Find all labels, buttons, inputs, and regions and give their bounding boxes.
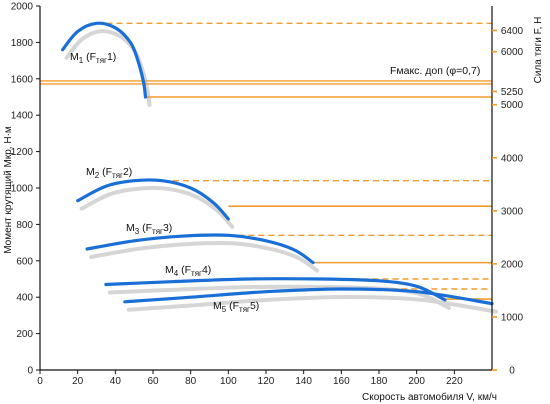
y-left-tick-label-0: 0	[27, 366, 33, 377]
curve-label-1: M1 (Fтяг1)	[70, 51, 116, 65]
torque-curve-3	[85, 233, 315, 265]
y-right-axis-title: Сила тяги F, Н	[533, 17, 544, 84]
torque-curve-5	[123, 287, 494, 306]
y-left-tick-label-2: 400	[16, 293, 33, 304]
y-left-tick-label-10: 2000	[11, 2, 34, 13]
y-right-tick-label-8: 6400	[501, 26, 524, 37]
x-tick-label-4: 80	[185, 376, 197, 387]
x-tick-label-2: 40	[110, 376, 122, 387]
torque-curve-2	[76, 178, 230, 221]
y-right-tick-label-3: 3000	[501, 206, 524, 217]
curve-shadows	[64, 29, 498, 314]
torque-curve-4	[104, 277, 447, 302]
x-tick-label-3: 60	[147, 376, 159, 387]
torque-curve-1	[61, 21, 148, 99]
curve-labels: M1 (Fтяг1) M2 (Fтяг2) M3 (Fтяг3) M4 (Fтя…	[70, 51, 259, 314]
x-tick-label-6: 120	[258, 376, 275, 387]
curve-shadow-1	[64, 29, 152, 107]
y-right-tick-label-6: 5250	[501, 87, 524, 98]
x-tick-label-8: 160	[333, 376, 350, 387]
curve-label-3: M3 (Fтяг3)	[126, 222, 172, 236]
torque-curves	[61, 21, 494, 306]
y-right-tick-label-1: 1000	[501, 312, 524, 323]
y-right-tick-label-2: 2000	[501, 259, 524, 270]
y-left-tick-label-6: 1200	[11, 147, 34, 158]
x-tick-label-9: 180	[371, 376, 388, 387]
y-right-tick-label-7: 6000	[501, 47, 524, 58]
y-left-tick-label-4: 800	[16, 220, 33, 231]
y-right-tick-label-4: 4000	[501, 153, 524, 164]
y-left-tick-label-9: 1800	[11, 38, 34, 49]
curve-shadow-5	[126, 294, 498, 314]
x-tick-label-7: 140	[295, 376, 312, 387]
x-tick-label-0: 0	[37, 376, 43, 387]
y-left-tick-label-5: 1000	[11, 184, 34, 195]
y-right-tick-label-5: 5000	[501, 100, 524, 111]
limit-line-label: Fмакс. доп (φ=0,7)	[390, 65, 480, 77]
curve-label-4: M4 (Fтяг4)	[165, 264, 211, 278]
y-left-tick-label-8: 1600	[11, 74, 34, 85]
y-left-tick-label-1: 200	[16, 329, 33, 340]
y-right-tick-label-0: 0	[509, 366, 515, 377]
curve-shadow-2	[79, 185, 235, 229]
x-axis-title: Скорость автомобиля V, км/ч	[362, 391, 497, 403]
y-left-axis-title: Момент крутящий Мкр, Н·м	[3, 126, 14, 254]
curve-shadow-3	[89, 241, 320, 273]
x-tick-label-5: 100	[220, 376, 237, 387]
x-tick-label-10: 200	[408, 376, 425, 387]
x-tick-label-11: 220	[446, 376, 463, 387]
curve-label-5: M5 (Fтяг5)	[213, 300, 259, 314]
y-left-tick-label-3: 600	[16, 256, 33, 267]
level-lines	[40, 22, 492, 300]
y-left-tick-label-7: 1400	[11, 111, 34, 122]
curve-shadow-4	[107, 284, 451, 310]
x-tick-label-1: 20	[72, 376, 84, 387]
axes: 0 20 40 60 80 100 120 140 160 180 200 220 0 200 400 600…	[11, 2, 524, 388]
curve-label-2: M2 (Fтяг2)	[86, 166, 132, 180]
